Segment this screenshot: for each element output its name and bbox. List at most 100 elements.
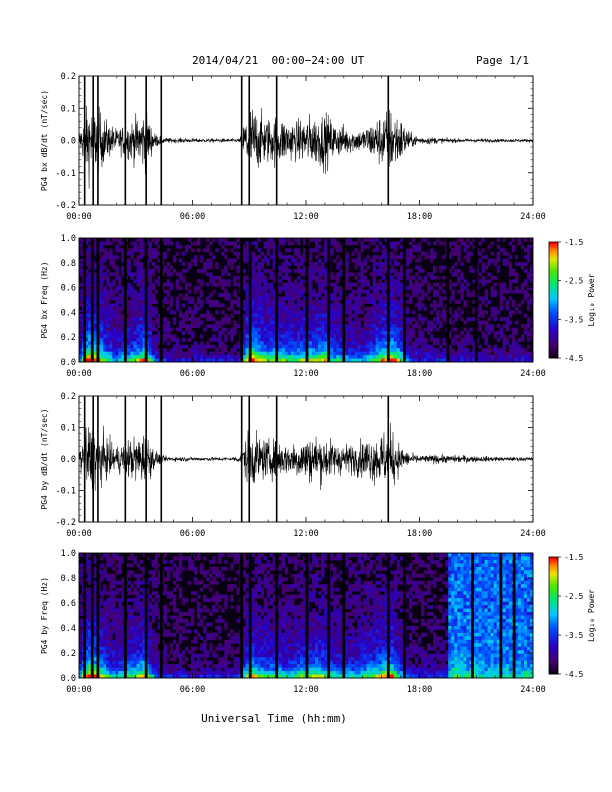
spectrogram-cell: [408, 348, 413, 353]
spectrogram-cell: [433, 251, 437, 256]
spectrogram-cell: [79, 351, 83, 356]
spectrogram-cell: [169, 334, 174, 339]
spectrogram-cell: [487, 272, 492, 277]
spectrogram-cell: [166, 591, 171, 596]
spectrogram-cell: [169, 286, 174, 291]
spectrogram-cell: [411, 286, 416, 291]
spectrogram-cell: [121, 657, 125, 662]
spectrogram-cell: [315, 310, 319, 315]
spectrogram-cell: [106, 282, 110, 287]
spectrogram-cell: [254, 355, 258, 359]
spectrogram-cell: [520, 358, 525, 363]
spectrogram-cell: [287, 248, 292, 253]
spectrogram-cell: [384, 303, 389, 308]
spectrogram-cell: [94, 636, 98, 641]
spectrogram-cell: [257, 313, 261, 318]
spectrogram-cell: [399, 358, 404, 363]
spectrogram-cell: [272, 320, 277, 325]
spectrogram-cell: [502, 286, 507, 291]
spectrogram-cell: [508, 344, 513, 349]
spectrogram-cell: [79, 320, 83, 325]
spectrogram-cell: [121, 306, 125, 311]
spectrogram-cell: [451, 341, 455, 346]
spectrogram-cell: [299, 327, 304, 332]
spectrogram-cell: [354, 310, 358, 315]
spectrogram-cell: [151, 608, 156, 613]
spectrogram-cell: [85, 622, 89, 627]
spectrogram-cell: [175, 348, 180, 353]
spectrogram-cell: [94, 244, 98, 249]
spectrogram-cell: [154, 265, 159, 270]
spectrogram-cell: [94, 293, 98, 297]
spectrogram-cell: [112, 553, 116, 557]
spectrogram-cell: [315, 324, 319, 328]
spectrogram-cell: [136, 269, 140, 273]
spectrogram-cell: [384, 300, 389, 304]
spectrogram-cell: [360, 279, 364, 284]
spectrogram-cell: [88, 244, 92, 249]
spectrogram-cell: [85, 591, 89, 596]
spectrogram-cell: [414, 337, 419, 342]
spectrogram-cell: [393, 310, 398, 315]
spectrogram-cell: [118, 598, 122, 603]
spectrogram-cell: [194, 348, 198, 353]
spectrogram-cell: [166, 272, 171, 277]
spectrogram-cell: [251, 313, 255, 318]
spectrogram-cell: [106, 348, 110, 353]
spectrogram-cell: [187, 355, 192, 359]
spectrogram-cell: [151, 639, 156, 644]
spectrogram-cell: [357, 317, 361, 322]
spectrogram-cell: [88, 566, 92, 571]
spectrogram-cell: [399, 348, 404, 353]
spectrogram-cell: [266, 320, 271, 325]
spectrogram-cell: [336, 317, 340, 322]
spectrogram-cell: [436, 303, 440, 308]
spectrogram-cell: [499, 306, 504, 311]
spectrogram-cell: [130, 358, 134, 363]
spectrogram-cell: [121, 286, 125, 291]
spectrogram-cell: [130, 646, 134, 651]
spectrogram-cell: [157, 282, 162, 287]
spectrogram-cell: [469, 358, 473, 363]
spectrogram-cell: [302, 310, 307, 315]
spectrogram-cell: [414, 351, 419, 356]
spectrogram-cell: [190, 258, 195, 263]
spectrogram-cell: [302, 344, 307, 349]
spectrogram-cell: [293, 251, 298, 256]
spectrogram-cell: [345, 348, 349, 353]
spectrogram-cell: [112, 664, 116, 668]
spectrogram-cell: [169, 559, 174, 564]
spectrogram-cell: [103, 622, 107, 627]
spectrogram-cell: [85, 671, 89, 675]
colorbar-segment: [549, 327, 558, 330]
spectrogram-cell: [442, 348, 446, 353]
spectrogram-cell: [206, 358, 210, 363]
spectrogram-cell: [142, 601, 146, 606]
spectrogram-cell: [130, 310, 134, 315]
spectrogram-cell: [417, 351, 422, 356]
spectrogram-cell: [106, 660, 110, 665]
spectrogram-cell: [88, 279, 92, 284]
spectrogram-cell: [312, 262, 316, 266]
spectrogram-cell: [378, 293, 383, 297]
spectrogram-cell: [151, 248, 156, 253]
spectrogram-cell: [154, 671, 159, 675]
spectrogram-cell: [357, 334, 361, 339]
spectrogram-cell: [381, 255, 386, 260]
spectrogram-cell: [378, 334, 383, 339]
spectrogram-cell: [393, 358, 398, 363]
spectrogram-cell: [190, 351, 195, 356]
spectrogram-cell: [142, 566, 146, 571]
spectrogram-cell: [118, 643, 122, 648]
spectrogram-cell: [269, 255, 274, 260]
spectrogram-cell: [357, 272, 361, 277]
spectrogram-cell: [466, 289, 470, 294]
spectrogram-cell: [384, 251, 389, 256]
spectrogram-cell: [302, 313, 307, 318]
spectrogram-cell: [79, 570, 83, 575]
spectrogram-cell: [309, 272, 313, 277]
spectrogram-cell: [178, 566, 183, 571]
spectrogram-cell: [121, 618, 125, 623]
spectrogram-cell: [206, 282, 210, 287]
spectrogram-cell: [79, 629, 83, 634]
